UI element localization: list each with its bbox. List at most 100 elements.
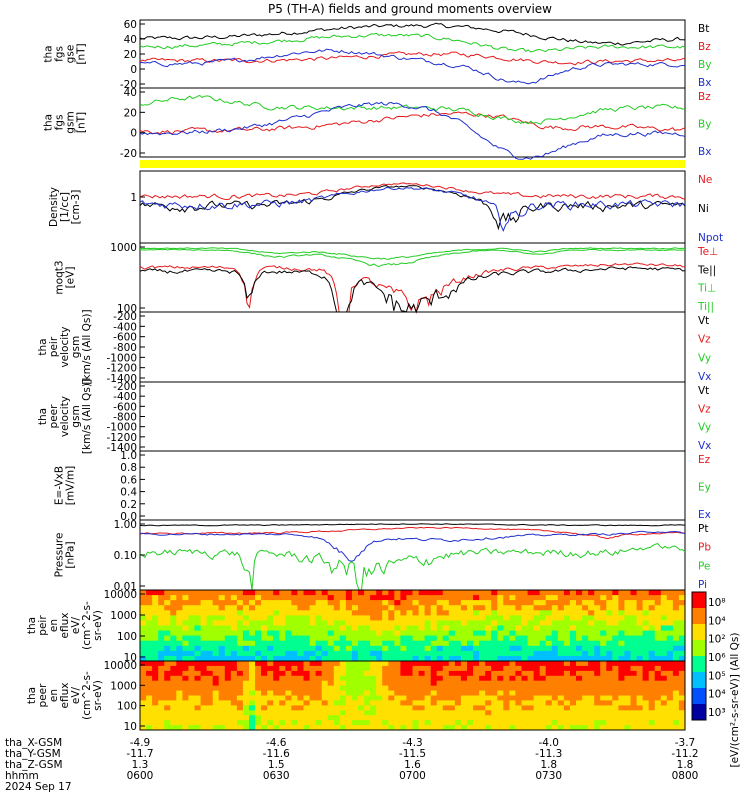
heatmap-cell bbox=[503, 650, 510, 657]
heatmap-cell bbox=[291, 635, 298, 642]
heatmap-cell bbox=[400, 630, 407, 637]
legend-Vt: Vt bbox=[698, 315, 709, 327]
heatmap-cell bbox=[588, 635, 595, 642]
heatmap-cell bbox=[630, 615, 638, 621]
heatmap-cell bbox=[164, 690, 171, 696]
heatmap-cell bbox=[315, 620, 323, 626]
heatmap-cell bbox=[533, 620, 541, 626]
y-tick-label: 100 bbox=[117, 303, 137, 315]
heatmap-cell bbox=[339, 705, 347, 711]
heatmap-cell bbox=[376, 655, 383, 662]
heatmap-cell bbox=[273, 625, 280, 632]
heatmap-cell bbox=[497, 615, 504, 621]
heatmap-cell bbox=[406, 695, 413, 701]
heatmap-cell bbox=[582, 635, 589, 642]
heatmap-cell bbox=[140, 635, 147, 642]
heatmap-cell bbox=[297, 665, 304, 672]
heatmap-cell bbox=[315, 710, 323, 716]
heatmap-cell bbox=[236, 665, 244, 672]
heatmap-cell bbox=[291, 715, 298, 721]
heatmap-cell bbox=[212, 715, 220, 721]
heatmap-cell bbox=[418, 590, 426, 596]
heatmap-cell bbox=[267, 625, 274, 632]
heatmap-cell bbox=[624, 630, 631, 637]
heatmap-cell bbox=[630, 675, 638, 682]
heatmap-cell bbox=[460, 615, 468, 621]
heatmap-cell bbox=[345, 605, 353, 611]
heatmap-cell bbox=[430, 670, 438, 677]
heatmap-cell bbox=[285, 650, 292, 657]
heatmap-cell bbox=[279, 605, 286, 611]
y-axis-label: peer bbox=[48, 404, 60, 429]
heatmap-cell bbox=[309, 685, 317, 691]
heatmap-cell bbox=[430, 680, 438, 687]
heatmap-cell bbox=[339, 595, 347, 601]
heatmap-cell bbox=[412, 725, 420, 731]
heatmap-cell bbox=[660, 655, 668, 662]
heatmap-cell bbox=[376, 605, 383, 611]
heatmap-cell bbox=[418, 675, 426, 682]
heatmap-cell bbox=[170, 610, 177, 616]
heatmap-cell bbox=[497, 725, 504, 731]
heatmap-cell bbox=[164, 640, 171, 647]
heatmap-cell bbox=[430, 610, 438, 616]
heatmap-cell bbox=[206, 595, 214, 601]
heatmap-cell bbox=[321, 635, 329, 642]
heatmap-cell bbox=[194, 661, 202, 667]
heatmap-cell bbox=[188, 615, 195, 621]
heatmap-cell bbox=[327, 725, 335, 731]
heatmap-cell bbox=[406, 615, 413, 621]
heatmap-cell bbox=[672, 655, 680, 662]
heatmap-cell bbox=[188, 635, 195, 642]
heatmap-cell bbox=[200, 620, 208, 626]
heatmap-cell bbox=[249, 595, 256, 601]
heatmap-cell bbox=[582, 670, 589, 677]
heatmap-cell bbox=[594, 610, 601, 616]
legend-Npot: Npot bbox=[698, 232, 723, 244]
heatmap-cell bbox=[388, 610, 395, 616]
heatmap-cell bbox=[152, 675, 159, 682]
y-axis-label: tha bbox=[43, 114, 55, 131]
heatmap-cell bbox=[364, 680, 371, 687]
heatmap-cell bbox=[291, 685, 298, 691]
heatmap-cell bbox=[255, 665, 262, 672]
heatmap-cell bbox=[569, 600, 577, 606]
heatmap-cell bbox=[176, 690, 183, 696]
heatmap-cell bbox=[582, 685, 589, 691]
heatmap-cell bbox=[521, 665, 529, 672]
heatmap-cell bbox=[460, 700, 468, 706]
heatmap-cell bbox=[430, 661, 438, 667]
heatmap-cell bbox=[557, 610, 565, 616]
heatmap-cell bbox=[321, 675, 329, 682]
y-axis-label: tha bbox=[26, 617, 38, 634]
heatmap-cell bbox=[152, 650, 159, 657]
heatmap-cell bbox=[315, 695, 323, 701]
heatmap-cell bbox=[648, 710, 656, 716]
heatmap-cell bbox=[285, 635, 292, 642]
y-tick-label: -800 bbox=[113, 412, 137, 424]
heatmap-cell bbox=[188, 595, 195, 601]
heatmap-cell bbox=[339, 720, 347, 726]
heatmap-cell bbox=[297, 705, 304, 711]
heatmap-cell bbox=[594, 670, 601, 677]
heatmap-cell bbox=[588, 685, 595, 691]
heatmap-cell bbox=[442, 595, 450, 601]
heatmap-cell bbox=[672, 680, 680, 687]
heatmap-cell bbox=[242, 675, 250, 682]
heatmap-cell bbox=[527, 610, 535, 616]
series-line-Pi bbox=[139, 530, 686, 562]
legend-Pt: Pt bbox=[698, 523, 708, 535]
heatmap-cell bbox=[333, 690, 341, 696]
heatmap-cell bbox=[497, 640, 504, 647]
heatmap-cell bbox=[606, 725, 613, 731]
heatmap-cell bbox=[285, 625, 292, 632]
heatmap-cell bbox=[636, 655, 644, 662]
colorbar-tick-label: 10³ bbox=[708, 707, 726, 719]
heatmap-cell bbox=[146, 610, 153, 616]
heatmap-cell bbox=[672, 670, 680, 677]
heatmap-cell bbox=[557, 655, 565, 662]
y-axis-label: peir bbox=[37, 615, 49, 636]
heatmap-cell bbox=[648, 680, 656, 687]
heatmap-cell bbox=[388, 725, 395, 731]
